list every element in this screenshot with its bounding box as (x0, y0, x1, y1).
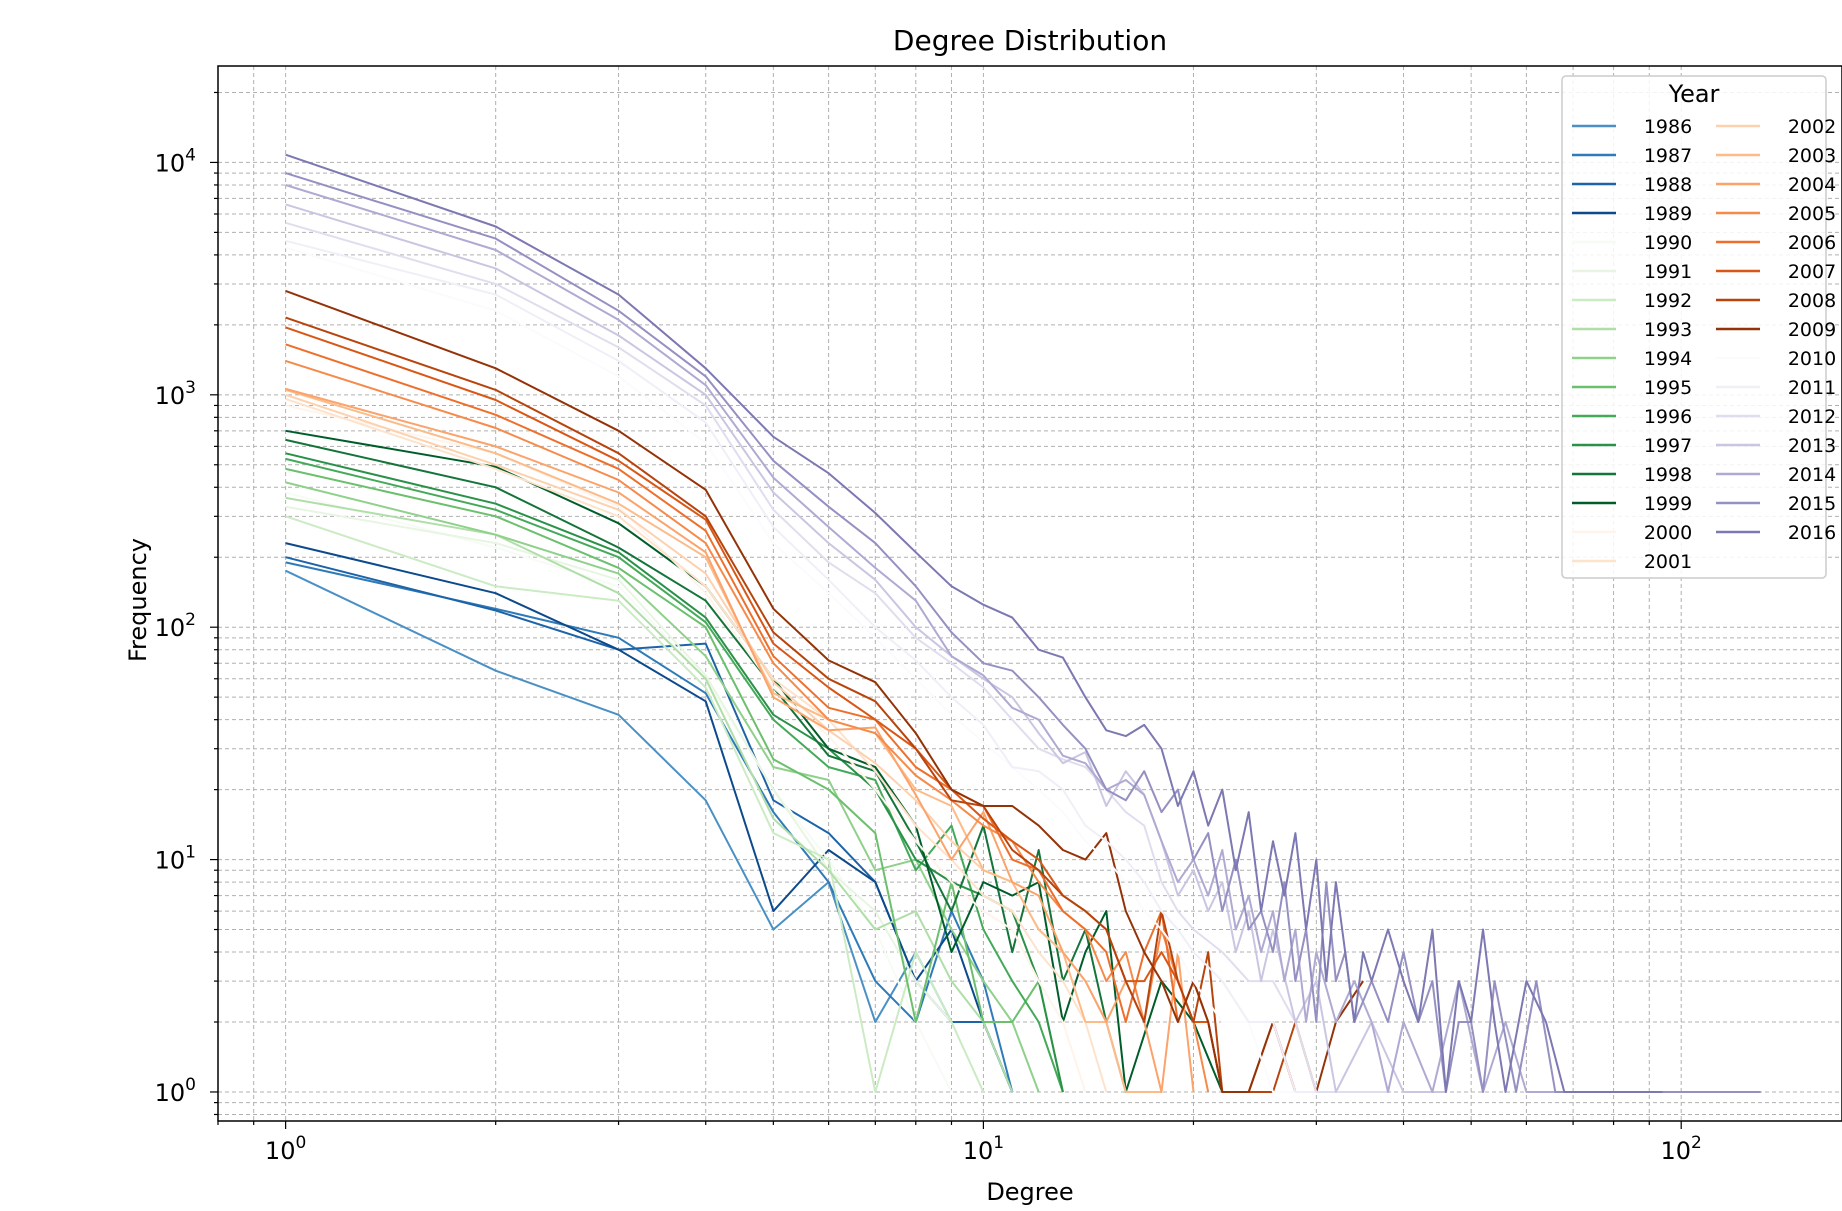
x-tick-label: 101 (963, 1133, 1004, 1165)
series-line-1993 (285, 496, 1014, 1093)
y-tick-label: 102 (155, 610, 196, 642)
series-line-1996 (285, 457, 1064, 1093)
legend-label-1998: 1998 (1644, 464, 1692, 486)
series-line-1992 (285, 515, 985, 1093)
legend-label-2002: 2002 (1788, 116, 1836, 138)
series-line-1997 (285, 452, 1064, 1093)
legend-label-2007: 2007 (1788, 261, 1836, 283)
y-axis-label: Frequency (124, 538, 152, 662)
legend-label-1993: 1993 (1644, 319, 1692, 341)
legend-label-2001: 2001 (1644, 551, 1692, 573)
series-line-1994 (285, 481, 1040, 1093)
series-line-2015 (285, 172, 1761, 1093)
series-line-2003 (285, 388, 1162, 1093)
legend-label-1986: 1986 (1644, 116, 1692, 138)
legend-label-1989: 1989 (1644, 203, 1692, 225)
series-line-1987 (285, 561, 1014, 1093)
series-line-1995 (285, 467, 1064, 1093)
x-axis-ticks: 100 101 102 (217, 1121, 1702, 1165)
legend-label-2013: 2013 (1788, 435, 1836, 457)
series-line-2014 (285, 184, 1663, 1093)
series-line-1989 (285, 542, 1014, 1093)
series-line-1991 (285, 505, 985, 1093)
series-line-1988 (285, 556, 1014, 1093)
legend-label-1997: 1997 (1644, 435, 1692, 457)
legend-label-1990: 1990 (1644, 232, 1692, 254)
series-line-2009 (285, 289, 1364, 1093)
y-tick-label: 104 (155, 145, 196, 177)
legend-label-2005: 2005 (1788, 203, 1836, 225)
legend-label-2011: 2011 (1788, 377, 1836, 399)
series-line-2001 (285, 397, 1108, 1093)
legend-label-1991: 1991 (1644, 261, 1692, 283)
y-tick-label: 103 (155, 378, 196, 410)
legend-label-2003: 2003 (1788, 145, 1836, 167)
legend-label-2004: 2004 (1788, 174, 1836, 196)
legend-label-1999: 1999 (1644, 493, 1692, 515)
legend-label-2006: 2006 (1788, 232, 1836, 254)
series-line-2016 (285, 153, 1663, 1093)
x-tick-label: 102 (1661, 1133, 1702, 1165)
chart-title: Degree Distribution (893, 24, 1167, 57)
y-axis-ticks: 100 101 102 103 104 (155, 91, 218, 1116)
legend-label-2014: 2014 (1788, 464, 1836, 486)
legend-label-2016: 2016 (1788, 522, 1836, 544)
legend-label-2012: 2012 (1788, 406, 1836, 428)
legend-label-2008: 2008 (1788, 290, 1836, 312)
series-line-2008 (285, 316, 1318, 1093)
series-line-2010 (285, 246, 1317, 1093)
legend-title: Year (1668, 80, 1720, 108)
legend-label-1987: 1987 (1644, 145, 1692, 167)
series-line-2002 (285, 393, 1127, 1093)
legend-label-2000: 2000 (1644, 522, 1692, 544)
legend-label-1996: 1996 (1644, 406, 1692, 428)
legend: Year 1986 1987 1988 1989 1990 1991 1992 1993 199… (1561, 75, 1836, 579)
series-lines (285, 153, 1761, 1093)
y-tick-label: 101 (155, 843, 196, 875)
legend-label-2009: 2009 (1788, 319, 1836, 341)
series-line-2013 (285, 203, 1446, 1093)
y-tick-label: 100 (155, 1075, 196, 1107)
x-axis-label: Degree (986, 1178, 1073, 1206)
series-line-2000 (285, 404, 1087, 1093)
legend-box (1561, 75, 1827, 579)
series-line-1998 (285, 438, 1145, 1093)
series-line-2011 (285, 239, 1336, 1093)
series-line-2012 (285, 221, 1388, 1093)
legend-label-2010: 2010 (1788, 348, 1836, 370)
plot-frame (217, 65, 1842, 1122)
legend-label-2015: 2015 (1788, 493, 1836, 515)
legend-label-1994: 1994 (1644, 348, 1692, 370)
x-tick-label: 100 (265, 1133, 306, 1165)
legend-label-1995: 1995 (1644, 377, 1692, 399)
legend-label-1988: 1988 (1644, 174, 1692, 196)
legend-label-1992: 1992 (1644, 290, 1692, 312)
